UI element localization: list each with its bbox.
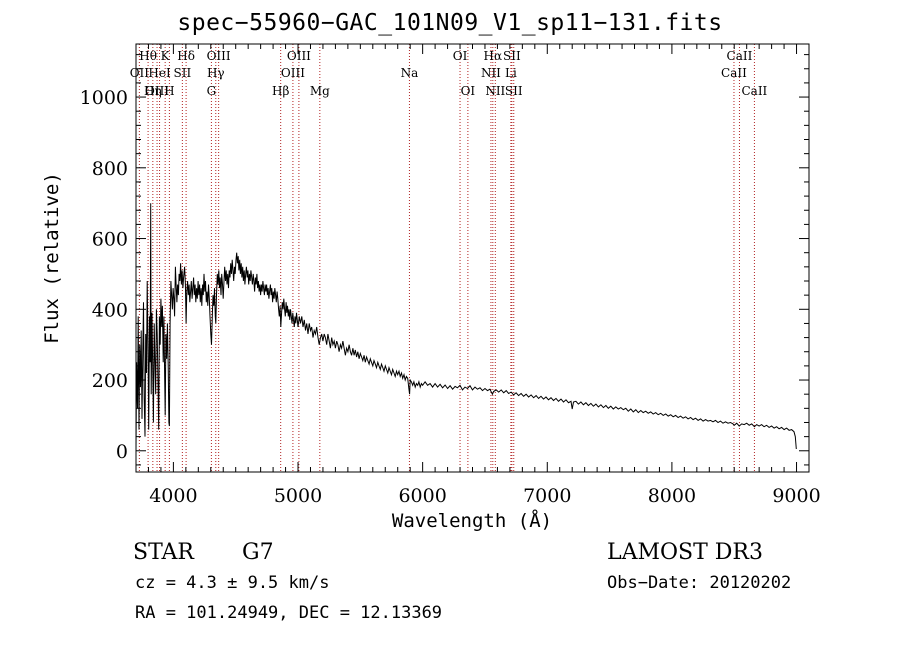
x-tick-label: 6000 <box>398 485 446 507</box>
spectral-line-label: K <box>161 49 171 63</box>
redshift-cz: cz = 4.3 ± 9.5 km/s <box>135 573 330 593</box>
y-tick-label: 1000 <box>80 87 128 109</box>
spectral-line-label: CaII <box>741 84 767 98</box>
chart-title: spec−55960−GAC_101N09_V1_sp11−131.fits <box>177 10 723 36</box>
spectral-line-label: H <box>164 84 174 98</box>
spectral-line-label: CaII <box>727 49 753 63</box>
spectral-line-label: SII <box>503 49 521 63</box>
spectral-line-label: Hγ <box>207 66 225 80</box>
spectral-line-markers <box>138 44 755 472</box>
spectral-line-label: OIII <box>287 49 311 63</box>
spectral-line-label: Hδ <box>177 49 195 63</box>
object-subclass: G7 <box>242 540 274 565</box>
x-tick-label: 4000 <box>149 485 197 507</box>
x-tick-label: 9000 <box>772 485 820 507</box>
spectral-line-label: Hα <box>484 49 503 63</box>
spectral-line-label: OIII <box>281 66 305 80</box>
x-axis-label: Wavelength (Å) <box>391 510 553 532</box>
y-tick-label: 0 <box>116 441 128 463</box>
spectral-line-label: OI <box>453 49 468 63</box>
spectral-line-label: Hη <box>144 84 162 98</box>
y-tick-label: 400 <box>92 299 128 321</box>
y-tick-label: 800 <box>92 158 128 180</box>
y-axis-label: Flux (relative) <box>41 172 63 344</box>
spectral-line-label: CaII <box>721 66 747 80</box>
object-class: STAR <box>133 540 194 565</box>
y-axis-ticks: 0 200 400 600 800 1000 <box>80 54 809 466</box>
spectral-line-label: NII <box>481 66 501 80</box>
spectral-line-label: G <box>207 84 217 98</box>
spectral-line-label: OIII <box>145 84 169 98</box>
x-axis-ticks: 4000 5000 6000 7000 8000 9000 <box>135 44 821 507</box>
spectral-line-label: Hθ <box>139 49 157 63</box>
spectral-line-label: OII <box>130 66 150 80</box>
coordinates-ra-dec: RA = 101.24949, DEC = 12.13369 <box>135 603 443 623</box>
spectral-line-label: Hβ <box>272 84 289 98</box>
spectral-line-label: HeI <box>148 66 171 80</box>
x-tick-label: 8000 <box>648 485 696 507</box>
observation-date: Obs−Date: 20120202 <box>607 573 792 593</box>
y-tick-label: 200 <box>92 370 128 392</box>
spectral-line-label: Na <box>401 66 419 80</box>
x-tick-label: 7000 <box>523 485 571 507</box>
spectrum-line <box>135 203 797 451</box>
spectral-line-label: NII <box>485 84 505 98</box>
spectral-line-label: SII <box>505 84 523 98</box>
spectral-line-label: Mg <box>310 84 330 98</box>
spectral-line-label: OI <box>461 84 476 98</box>
survey-name: LAMOST DR3 <box>607 540 763 565</box>
spectral-line-label: OIII <box>207 49 231 63</box>
x-tick-label: 5000 <box>274 485 322 507</box>
y-tick-label: 600 <box>92 229 128 251</box>
spectral-line-label: Li <box>505 66 517 80</box>
spectral-line-label: SII <box>174 66 192 80</box>
